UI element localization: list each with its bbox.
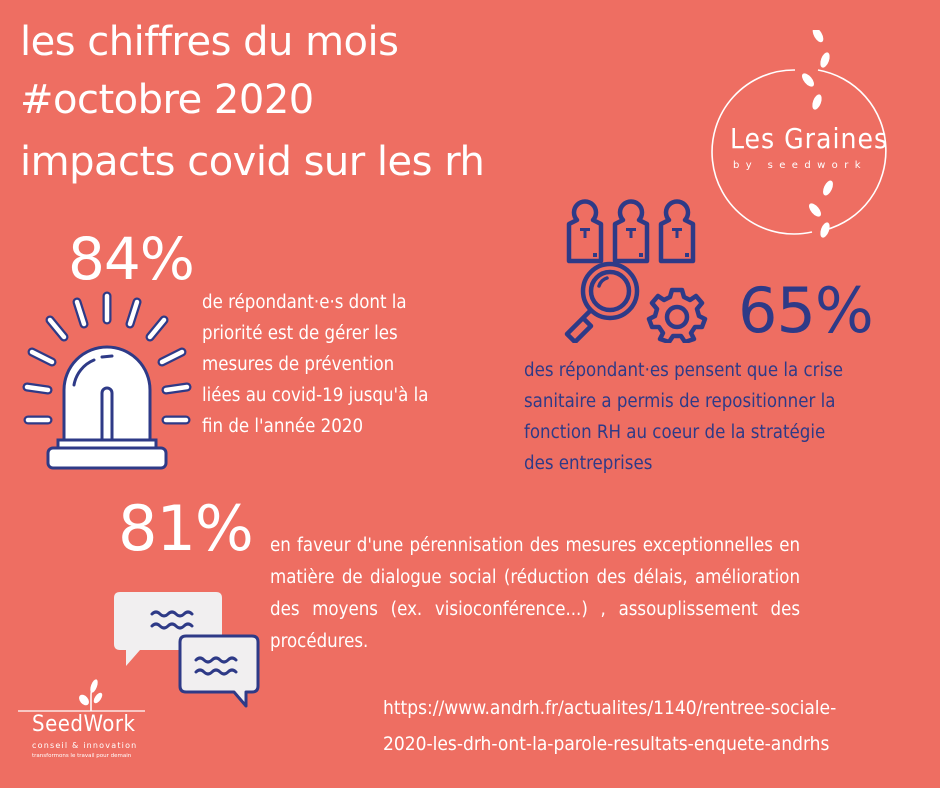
seedwork-tagline-1: conseil & innovation (32, 741, 138, 750)
stat-84-description: de répondant·e·s dont la priorité est de… (202, 292, 429, 437)
stat-84-value: 84% (68, 225, 195, 293)
title-line-2: #octobre 2020 (20, 77, 314, 123)
les-graines-sub: by seedwork (733, 160, 867, 171)
hr-search-gear-icon (555, 198, 725, 345)
les-graines-logo: Les Graines by seedwork (700, 27, 910, 250)
title-line-3: impacts covid sur les rh (20, 139, 485, 185)
sprout-icon (18, 679, 145, 712)
seedwork-tagline-2: transformons le travail pour demain (32, 753, 132, 759)
title-line-1: les chiffres du mois (20, 19, 399, 65)
stat-65-value: 65% (738, 274, 874, 347)
stat-81-value: 81% (118, 492, 254, 565)
stat-65-description: des répondant·es pensent que la crise sa… (524, 360, 843, 474)
stat-81-description: en faveur d'une pérennisation des mesure… (270, 535, 800, 652)
chat-bubbles-icon (112, 588, 262, 710)
seedwork-name: SeedWork (32, 712, 136, 737)
seed-circle-icon (711, 27, 887, 238)
les-graines-name: Les Graines (730, 122, 889, 155)
seedwork-logo: SeedWork conseil & innovation transformo… (18, 678, 148, 778)
alarm-siren-icon (22, 290, 192, 470)
source-url[interactable]: https://www.andrh.fr/actualites/1140/ren… (383, 697, 837, 755)
